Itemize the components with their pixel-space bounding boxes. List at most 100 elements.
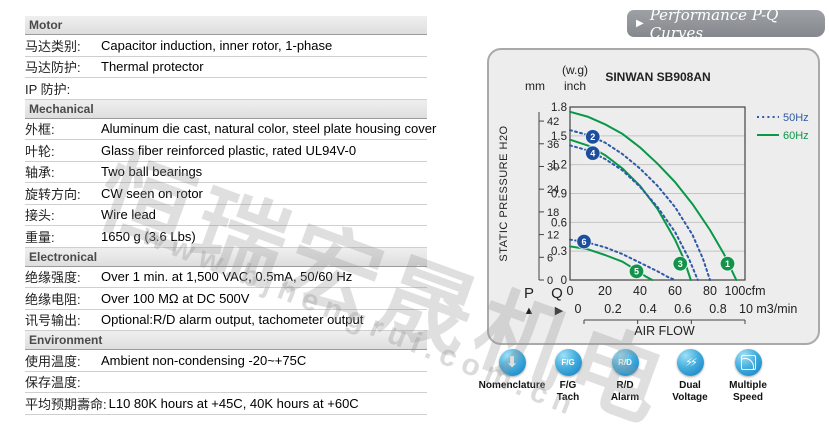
plot-border	[569, 106, 746, 281]
inch-tick-label: 0.6	[551, 217, 567, 229]
curve-badge-1	[719, 255, 736, 272]
curve-60Hz-high	[569, 110, 738, 281]
lightning-icon[interactable]: ⚡⚡	[676, 349, 704, 376]
inch-tick-label: 1.5	[551, 131, 567, 143]
inch-tick-label: 0	[561, 275, 567, 287]
spec-row-value: L10 80K hours at +45C, 40K hours at +60C	[108, 395, 359, 411]
inch-tick-label: 0.9	[551, 189, 567, 201]
section-header-motor: Motor	[25, 16, 427, 35]
icon-label: Dual Voltage	[672, 380, 708, 403]
spec-row-label: 绝缘电阻:	[25, 291, 81, 307]
spec-row: 叶轮: Glass fiber reinforced plastic, rated…	[25, 140, 427, 162]
spec-row: 接头: Wire lead	[25, 205, 427, 226]
banner-title: Performance P-Q Curves	[649, 5, 779, 42]
curve-badge-num: 3	[678, 259, 683, 269]
legend-label-60Hz: 60Hz	[783, 130, 809, 142]
spec-row-label: IP 防护:	[25, 81, 71, 97]
curve-badge-num: 6	[581, 237, 586, 247]
spec-row: 外框: Aluminum die cast, natural color, ste…	[25, 119, 436, 140]
spec-row-value: Capacitor induction, inner rotor, 1-phas…	[101, 37, 333, 53]
cfm-tick-label: 40	[633, 284, 647, 298]
feature-fg-tach[interactable]: F/G F/G Tach	[530, 349, 606, 403]
spec-table: Motor 马达类别: Capacitor induction, inner rot…	[25, 16, 436, 415]
spec-row: 轴承: Two ball bearings	[25, 162, 427, 183]
spec-row: 马达防护: Thermal protector	[25, 57, 427, 78]
spec-row-label: 叶轮:	[25, 143, 55, 159]
m3min-tick-label: 0.8	[709, 302, 726, 316]
curve-badge-5	[628, 263, 645, 280]
feature-multiple-speed[interactable]: Multiple Speed	[710, 349, 786, 403]
speed-curve-icon[interactable]	[734, 349, 762, 376]
speed-curve-glyph	[740, 355, 756, 370]
spec-row-value: Two ball bearings	[101, 164, 203, 180]
icon-label: Multiple Speed	[729, 380, 767, 403]
arrow-down-icon[interactable]: ⬇	[498, 349, 526, 376]
feature-dual-voltage[interactable]: ⚡⚡ Dual Voltage	[652, 349, 728, 403]
p-arrow-icon: ▲	[524, 305, 535, 317]
spec-row-label: 轴承:	[25, 165, 55, 181]
spec-row-label: 马达防护:	[25, 60, 81, 76]
spec-row-value: Wire lead	[101, 207, 156, 223]
curve-50Hz-mid	[569, 144, 699, 281]
text-icon[interactable]: R/D	[611, 349, 639, 376]
feature-nomenclature[interactable]: ⬇ Nomenclature	[474, 349, 550, 392]
m3min-tick-label: 0.6	[674, 302, 691, 316]
spec-row-label: 平均预期壽命:	[25, 396, 107, 412]
spec-row-label: 使用温度:	[25, 353, 81, 369]
spec-row-value: Over 100 MΩ at DC 500V	[101, 290, 250, 306]
spec-row-label: 旋转方向:	[25, 186, 81, 202]
mm-tick-label: 24	[547, 184, 559, 196]
spec-row-label: 接头:	[25, 208, 55, 224]
feature-rd-alarm[interactable]: R/D R/D Alarm	[587, 349, 663, 403]
text-icon[interactable]: F/G	[554, 349, 582, 376]
inch-tick-label: 1.2	[551, 160, 567, 172]
mm-tick-label: 42	[547, 116, 559, 128]
inch-tick-label: 0.3	[551, 246, 567, 258]
cfm-tick-label: 0	[567, 284, 574, 298]
mm-tick-label: 12	[547, 230, 559, 242]
cfm-tick-label: 20	[598, 284, 612, 298]
spec-row-label: 保存温度:	[25, 375, 81, 391]
m3min-tick-label: 0	[575, 302, 582, 316]
curve-badge-num: 4	[590, 148, 595, 158]
y-unit-inch: inch	[564, 79, 586, 93]
performance-banner: ▶ Performance P-Q Curves	[627, 6, 825, 42]
spec-row-label: 重量:	[25, 229, 55, 245]
legend-label-50Hz: 50Hz	[783, 112, 809, 124]
icon-glyph: R/D	[618, 358, 632, 367]
inch-tick-label: 1.8	[551, 102, 567, 114]
icon-label: Nomenclature	[478, 380, 546, 391]
section-header-environment: Environment	[25, 331, 427, 350]
mm-tick-label: 36	[547, 139, 559, 151]
spec-row: 马达类别: Capacitor induction, inner rotor, 1…	[25, 35, 427, 57]
y-axis-label: STATIC PRESSURE H2O	[498, 125, 510, 261]
icon-glyph: F/G	[561, 358, 575, 367]
banner-arrow-icon: ▶	[636, 18, 644, 29]
spec-row-label: 绝缘强度:	[25, 270, 81, 286]
curve-badge-num: 5	[634, 267, 639, 277]
pq-curve-panel: SINWAN SB908AN mm (w.g) inch STATIC PRESSURE…	[487, 48, 820, 345]
curve-badge-num: 1	[725, 259, 730, 269]
spec-row: 使用温度: Ambient non-condensing -20~+75C	[25, 350, 427, 372]
spec-row-label: 外框:	[25, 122, 55, 138]
m3min-tick-label: 10 m3/min	[739, 302, 797, 316]
curve-60Hz-low	[569, 245, 654, 281]
spec-row-value: Over 1 min. at 1,500 VAC, 0.5mA, 50/60 H…	[101, 269, 353, 285]
spec-row: 讯号输出: Optional:R/D alarm output, tachomet…	[25, 310, 427, 331]
spec-row-value: Ambient non-condensing -20~+75C	[101, 352, 307, 368]
m3min-tick-label: 0.4	[639, 302, 656, 316]
cfm-tick-label: 100cfm	[725, 284, 766, 298]
curve-badge-4	[584, 145, 601, 161]
mm-tick-label: 6	[547, 252, 553, 264]
spec-row-label: 讯号输出:	[25, 313, 81, 329]
spec-row-value: Aluminum die cast, natural color, steel …	[101, 121, 437, 137]
pq-chart: SINWAN SB908AN mm (w.g) inch STATIC PRESSURE…	[498, 63, 809, 338]
curve-badge-2	[584, 128, 601, 145]
section-header-electronical: Electronical	[25, 247, 427, 267]
x-axis-label: AIR FLOW	[634, 324, 695, 338]
icon-label: R/D Alarm	[610, 380, 640, 403]
spec-row-value: Glass fiber reinforced plastic, rated UL…	[101, 142, 357, 158]
q-label: Q	[551, 285, 563, 302]
icon-glyph: ⚡⚡	[685, 357, 698, 369]
